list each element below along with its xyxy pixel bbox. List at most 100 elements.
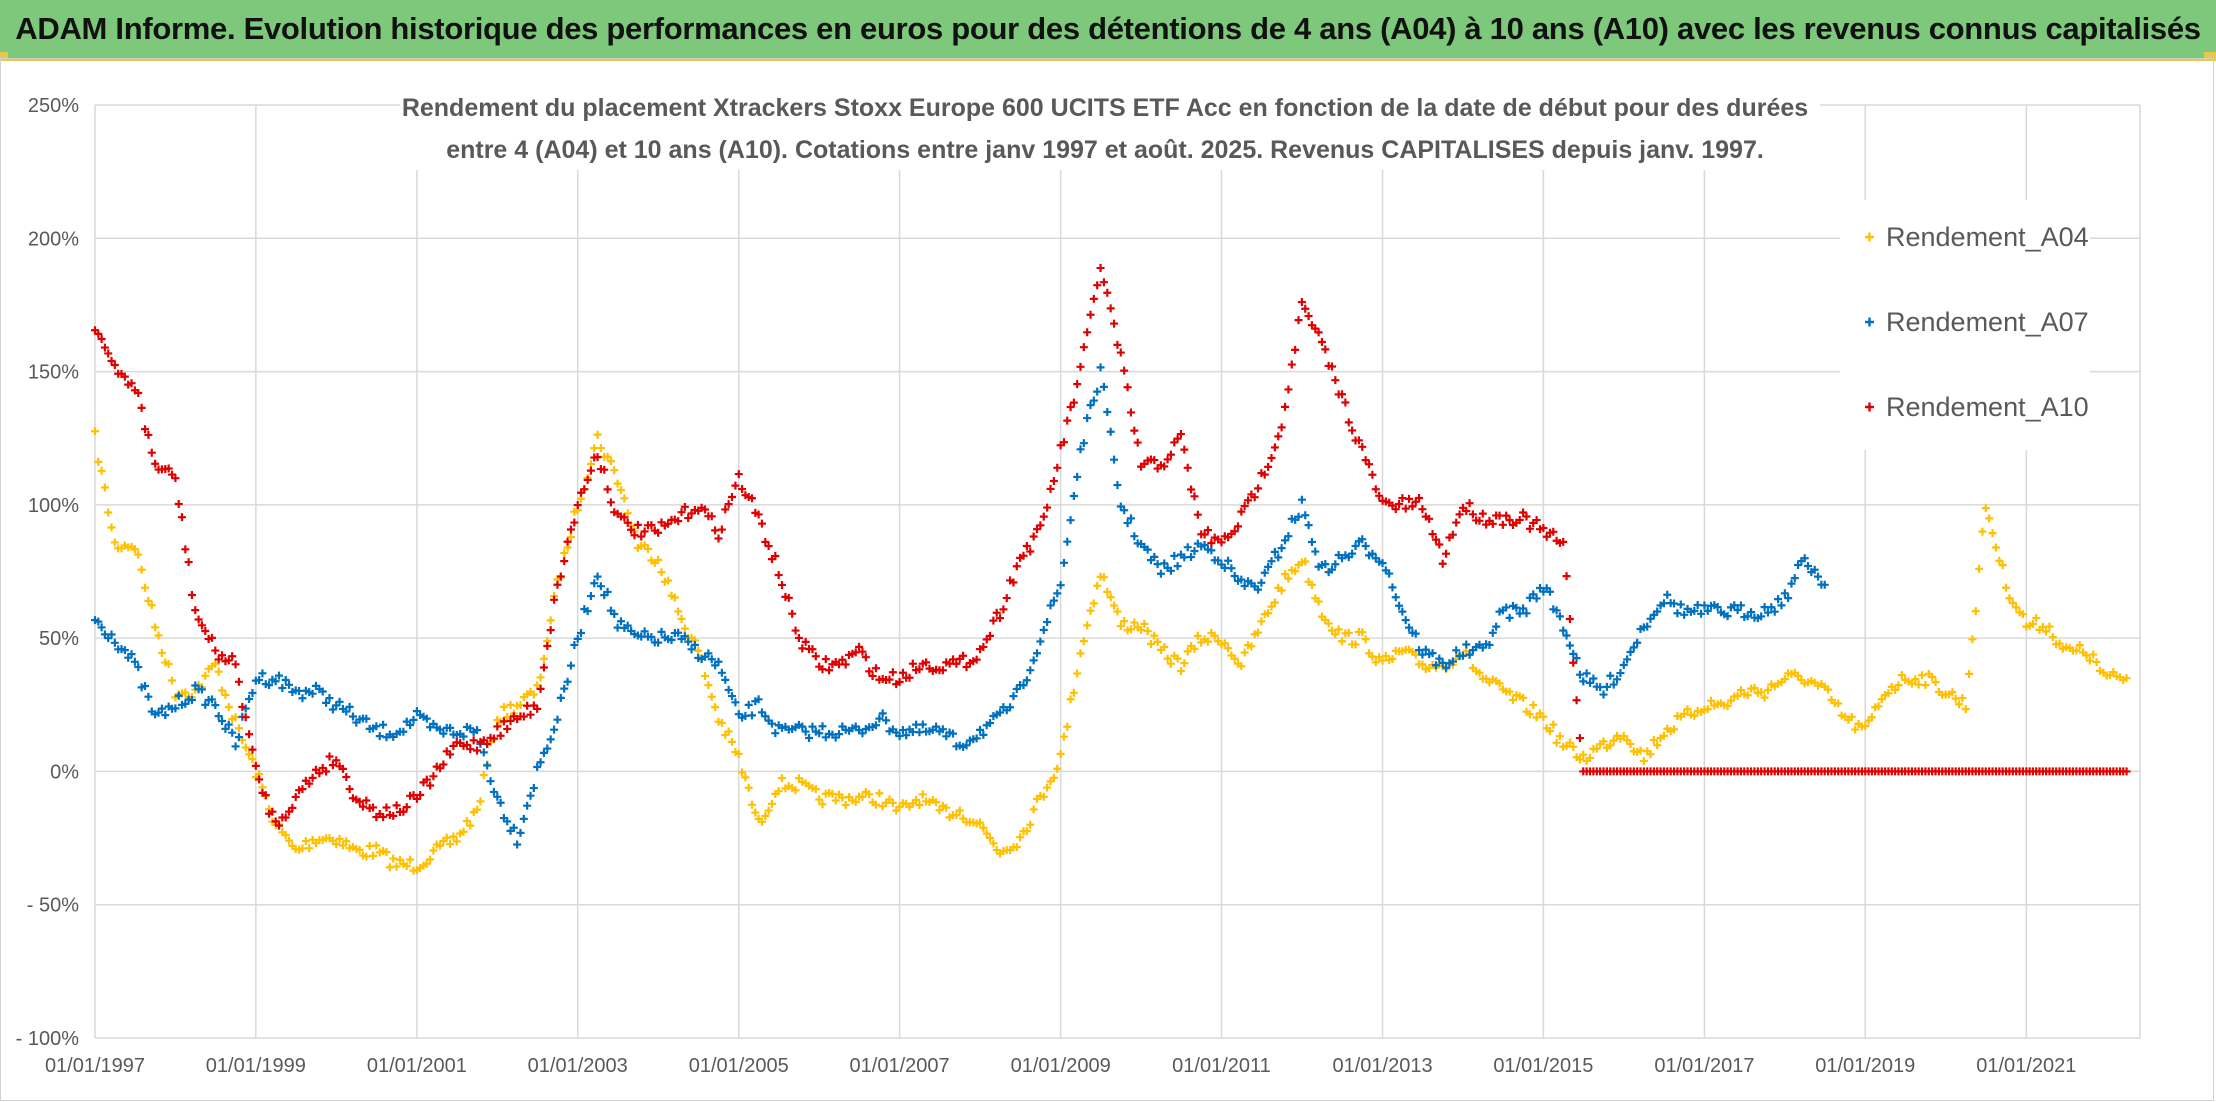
point-Rendement_A04: [1039, 792, 1048, 801]
point-Rendement_A07: [1545, 587, 1554, 596]
point-Rendement_A07: [536, 758, 545, 767]
point-Rendement_A10: [851, 648, 860, 657]
point-Rendement_A07: [1733, 605, 1742, 614]
point-Rendement_A10: [298, 785, 307, 794]
point-Rendement_A04: [499, 702, 508, 711]
point-Rendement_A10: [358, 802, 367, 811]
point-Rendement_A04: [2018, 610, 2027, 619]
point-Rendement_A07: [546, 735, 555, 744]
point-Rendement_A04: [1978, 527, 1987, 536]
point-Rendement_A10: [426, 781, 435, 790]
point-Rendement_A10: [620, 513, 629, 522]
point-Rendement_A04: [1063, 722, 1072, 731]
point-Rendement_A10: [100, 343, 109, 352]
point-Rendement_A10: [1391, 505, 1400, 514]
point-Rendement_A04: [1579, 750, 1588, 759]
point-Rendement_A10: [546, 626, 555, 635]
point-Rendement_A10: [885, 675, 894, 684]
point-Rendement_A10: [194, 615, 203, 624]
point-Rendement_A04: [151, 623, 160, 632]
point-Rendement_A07: [1552, 606, 1561, 615]
point-Rendement_A10: [493, 722, 502, 731]
point-Rendement_A07: [1713, 603, 1722, 612]
point-Rendement_A10: [1106, 304, 1115, 313]
point-Rendement_A07: [1106, 427, 1115, 436]
point-Rendement_A10: [1368, 470, 1377, 479]
point-Rendement_A04: [1549, 720, 1558, 729]
point-Rendement_A10: [1012, 562, 1021, 571]
point-Rendement_A04: [1626, 739, 1635, 748]
point-Rendement_A10: [1103, 288, 1112, 297]
point-Rendement_A07: [902, 731, 911, 740]
point-Rendement_A10: [865, 667, 874, 676]
point-Rendement_A10: [623, 518, 632, 527]
point-Rendement_A07: [1800, 554, 1809, 563]
point-Rendement_A07: [882, 716, 891, 725]
point-Rendement_A07: [704, 649, 713, 658]
point-Rendement_A07: [1572, 654, 1581, 663]
point-Rendement_A04: [1861, 722, 1870, 731]
point-Rendement_A10: [1093, 281, 1102, 290]
point-Rendement_A10: [446, 750, 455, 759]
point-Rendement_A10: [798, 644, 807, 653]
point-Rendement_A07: [1804, 562, 1813, 571]
point-Rendement_A07: [406, 721, 415, 730]
point-Rendement_A10: [1110, 319, 1119, 328]
point-Rendement_A10: [281, 813, 290, 822]
point-Rendement_A10: [1120, 366, 1129, 375]
legend-backdrop: [1840, 200, 2090, 450]
point-Rendement_A07: [342, 707, 351, 716]
point-Rendement_A04: [1210, 631, 1219, 640]
point-Rendement_A04: [1093, 581, 1102, 590]
point-Rendement_A07: [1103, 408, 1112, 417]
point-Rendement_A04: [841, 801, 850, 810]
point-Rendement_A04: [218, 686, 227, 695]
point-Rendement_A04: [1224, 644, 1233, 653]
point-Rendement_A10: [248, 745, 257, 754]
point-Rendement_A04: [1529, 701, 1538, 710]
point-Rendement_A07: [1110, 455, 1119, 464]
x-tick-label: 01/01/2005: [689, 1055, 789, 1077]
point-Rendement_A10: [808, 645, 817, 654]
point-Rendement_A04: [989, 839, 998, 848]
point-Rendement_A10: [1190, 492, 1199, 501]
point-Rendement_A10: [1166, 450, 1175, 459]
point-Rendement_A07: [1559, 626, 1568, 635]
point-Rendement_A10: [362, 796, 371, 805]
point-Rendement_A04: [1163, 654, 1172, 663]
point-Rendement_A10: [305, 779, 314, 788]
point-Rendement_A04: [1026, 820, 1035, 829]
point-Rendement_A04: [1022, 827, 1031, 836]
point-Rendement_A10: [707, 512, 716, 521]
point-Rendement_A07: [1230, 571, 1239, 580]
point-Rendement_A04: [1331, 630, 1340, 639]
point-Rendement_A04: [1653, 741, 1662, 750]
point-Rendement_A04: [1907, 679, 1916, 688]
point-Rendement_A04: [1166, 659, 1175, 668]
point-Rendement_A07: [1180, 553, 1189, 562]
point-Rendement_A07: [509, 823, 518, 832]
point-Rendement_A10: [171, 474, 180, 483]
point-Rendement_A10: [1438, 559, 1447, 568]
point-Rendement_A07: [526, 791, 535, 800]
point-Rendement_A10: [187, 590, 196, 599]
point-Rendement_A04: [2048, 633, 2057, 642]
point-Rendement_A10: [1150, 456, 1159, 465]
point-Rendement_A07: [1294, 512, 1303, 521]
point-Rendement_A10: [1230, 527, 1239, 536]
point-Rendement_A07: [613, 623, 622, 632]
point-Rendement_A10: [811, 652, 820, 661]
point-Rendement_A04: [362, 852, 371, 861]
point-Rendement_A07: [566, 661, 575, 670]
point-Rendement_A04: [2072, 646, 2081, 655]
point-Rendement_A07: [1069, 492, 1078, 501]
point-Rendement_A10: [1123, 383, 1132, 392]
point-Rendement_A04: [1760, 693, 1769, 702]
point-Rendement_A07: [1810, 565, 1819, 574]
point-Rendement_A07: [362, 714, 371, 723]
point-Rendement_A10: [962, 663, 971, 672]
point-Rendement_A04: [452, 837, 461, 846]
point-Rendement_A07: [197, 685, 206, 694]
point-Rendement_A04: [1126, 625, 1135, 634]
point-Rendement_A07: [228, 728, 237, 737]
